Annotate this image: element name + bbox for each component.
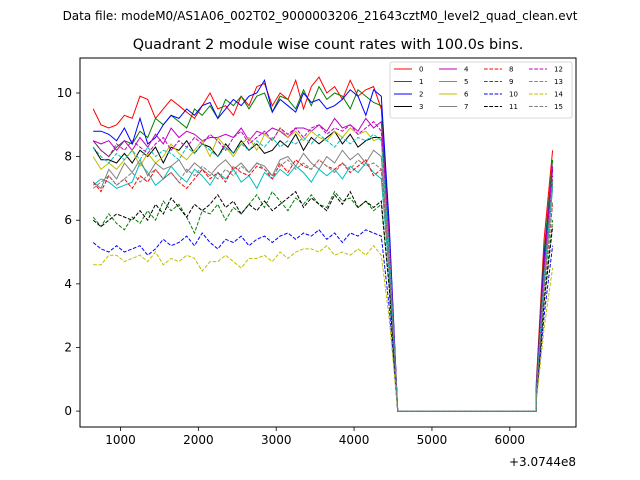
series-line-8 — [92, 159, 554, 412]
y-tick-label: 0 — [64, 404, 72, 418]
legend-label-1: 1 — [419, 78, 423, 86]
chart-title: Quadrant 2 module wise count rates with … — [133, 37, 524, 53]
x-tick-label: 1000 — [105, 433, 136, 447]
x-tick-label: 4000 — [339, 433, 370, 447]
x-tick-label: 2000 — [183, 433, 214, 447]
legend-label-5: 5 — [464, 78, 468, 86]
y-tick-label: 2 — [64, 340, 72, 354]
x-tick-label: 3000 — [261, 433, 292, 447]
series-line-2 — [93, 79, 554, 412]
series-line-14 — [93, 244, 554, 412]
legend-label-3: 3 — [419, 103, 423, 111]
series-line-6 — [92, 127, 554, 412]
legend-label-13: 13 — [554, 78, 563, 86]
data-file-suptitle: Data file: modeM0/AS1A06_002T02_90000032… — [63, 9, 578, 23]
x-axis-offset-label: +3.0744e8 — [509, 455, 576, 469]
legend-label-6: 6 — [464, 91, 469, 99]
plot-area-frame — [79, 57, 577, 428]
legend-label-14: 14 — [554, 91, 563, 99]
series-line-4 — [93, 117, 554, 412]
legend-box — [389, 61, 573, 119]
legend-label-10: 10 — [509, 91, 518, 99]
legend-label-8: 8 — [509, 66, 513, 74]
series-line-9 — [92, 190, 554, 412]
y-axis: 0 2 4 6 8 10 — [57, 86, 80, 418]
legend-label-4: 4 — [464, 66, 469, 74]
series-line-10 — [92, 229, 554, 412]
series-line-1 — [92, 85, 554, 412]
legend-label-0: 0 — [419, 66, 423, 74]
series-line-12 — [92, 120, 554, 412]
legend-label-12: 12 — [554, 66, 563, 74]
series-line-15 — [92, 159, 554, 412]
series-line-13 — [92, 133, 554, 412]
x-tick-label: 6000 — [495, 433, 526, 447]
x-tick-label: 5000 — [417, 433, 448, 447]
series-line-0 — [92, 76, 554, 412]
y-tick-label: 10 — [57, 86, 72, 100]
series-line-7 — [92, 149, 554, 412]
y-tick-label: 4 — [64, 277, 72, 291]
y-tick-label: 8 — [64, 150, 72, 164]
legend-label-2: 2 — [419, 91, 423, 99]
series-line-11 — [92, 190, 554, 412]
legend-label-15: 15 — [554, 103, 563, 111]
x-axis: 1000 2000 3000 4000 5000 6000 — [105, 427, 525, 447]
legend-label-7: 7 — [464, 103, 468, 111]
legend-label-11: 11 — [509, 103, 518, 111]
legend-label-9: 9 — [509, 78, 513, 86]
series-layer — [92, 76, 554, 412]
y-tick-label: 6 — [64, 213, 72, 227]
